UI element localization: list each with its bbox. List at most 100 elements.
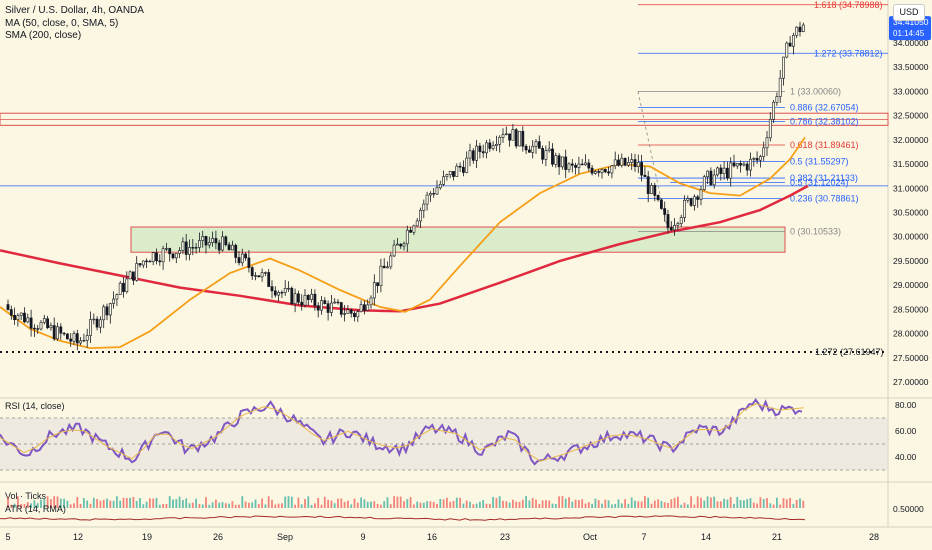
price-candle xyxy=(118,280,122,295)
candle-body xyxy=(227,244,231,251)
volume-bar xyxy=(779,504,782,508)
volume-bar xyxy=(119,500,122,508)
price-candle xyxy=(171,253,175,260)
candle-body xyxy=(82,339,86,342)
price-candle xyxy=(201,230,205,248)
volume-bar xyxy=(300,504,303,508)
price-candle xyxy=(584,154,587,166)
currency-selector[interactable]: USD xyxy=(893,4,925,21)
volume-bar xyxy=(670,499,673,508)
volume-bar xyxy=(634,500,636,508)
rsi-legend: RSI (14, close) xyxy=(5,401,65,411)
candle-body xyxy=(699,189,703,200)
price-candle xyxy=(491,141,495,151)
volume-bar xyxy=(700,497,702,508)
time-axis-tick: 12 xyxy=(73,532,83,542)
volume-bar xyxy=(36,503,39,508)
volume-bar xyxy=(106,498,108,508)
price-candle xyxy=(749,152,752,177)
candle-body xyxy=(412,225,416,233)
volume-bar xyxy=(452,500,455,508)
candle-body xyxy=(19,312,23,316)
candle-body xyxy=(461,166,465,173)
volume-bar xyxy=(485,503,488,508)
candle-body xyxy=(66,333,69,340)
price-candle xyxy=(247,250,251,273)
volume-bar xyxy=(439,499,442,508)
volume-bar xyxy=(406,499,409,508)
candle-body xyxy=(329,302,333,313)
volume-bar xyxy=(554,503,557,508)
volume-bar xyxy=(244,501,247,508)
volume-bar xyxy=(419,502,422,508)
candle-body xyxy=(42,318,46,323)
volume-bar xyxy=(690,496,692,508)
volume-bar xyxy=(132,497,135,508)
price-candle xyxy=(461,160,465,177)
price-candle xyxy=(521,126,525,152)
volume-bar xyxy=(69,504,72,508)
volume-bar xyxy=(455,497,458,508)
volume-bar xyxy=(175,499,178,508)
volume-bar xyxy=(178,496,181,508)
price-candle xyxy=(706,170,710,184)
current-price-badge xyxy=(889,16,931,41)
candle-body xyxy=(745,163,749,171)
candle-body xyxy=(593,171,597,174)
price-candle xyxy=(95,316,99,331)
candle-body xyxy=(676,223,680,226)
candle-body xyxy=(432,193,436,195)
price-candle xyxy=(692,194,696,211)
price-axis-tick: 33.00000 xyxy=(893,86,929,96)
price-candle xyxy=(511,123,515,141)
price-candle xyxy=(198,232,201,253)
price-candle xyxy=(716,166,719,177)
volume-bar xyxy=(53,496,56,508)
price-candle xyxy=(32,324,36,337)
candle-body xyxy=(518,130,521,147)
price-candle xyxy=(617,154,620,167)
price-candle xyxy=(428,191,432,202)
volume-bar xyxy=(224,503,227,508)
time-axis-tick: 23 xyxy=(500,532,510,542)
price-candle xyxy=(768,112,772,142)
price-candle xyxy=(148,259,152,263)
volume-bar xyxy=(587,502,590,508)
price-candle xyxy=(151,251,155,266)
price-candle xyxy=(257,275,261,278)
candle-body xyxy=(541,148,545,160)
price-candle xyxy=(432,188,436,198)
candle-body xyxy=(692,196,696,206)
price-candle xyxy=(791,32,795,55)
candle-body xyxy=(600,169,604,173)
candle-body xyxy=(686,198,690,201)
price-candle xyxy=(501,128,505,143)
volume-bar xyxy=(710,497,712,508)
candle-body xyxy=(537,141,541,149)
atr-legend: ATR (14, RMA) xyxy=(5,504,66,514)
price-candle xyxy=(184,234,188,261)
candle-body xyxy=(356,311,360,318)
volume-bar xyxy=(366,501,369,508)
volume-bar xyxy=(152,498,155,508)
candle-body xyxy=(749,158,752,171)
volume-bar xyxy=(172,499,174,508)
price-candle xyxy=(739,160,743,173)
price-candle xyxy=(735,163,739,169)
price-candle xyxy=(626,156,630,167)
volume-bar xyxy=(281,503,283,508)
candle-body xyxy=(280,292,284,294)
candle-body xyxy=(798,26,802,33)
volume-bar xyxy=(363,499,366,508)
candle-body xyxy=(376,282,380,286)
candle-body xyxy=(775,96,779,103)
price-candle xyxy=(603,168,607,174)
price-candle xyxy=(165,242,168,252)
candle-body xyxy=(527,149,531,153)
volume-bar xyxy=(393,496,395,508)
candle-body xyxy=(254,275,257,277)
candle-body xyxy=(603,169,607,173)
price-candle xyxy=(267,269,271,287)
volume-bar xyxy=(33,500,36,508)
